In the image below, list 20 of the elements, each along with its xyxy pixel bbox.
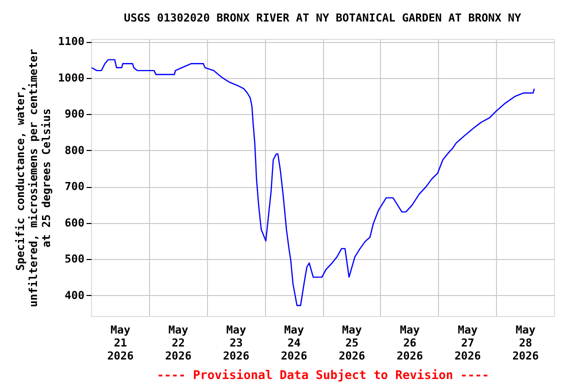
y-tick-label: 800 bbox=[64, 144, 84, 157]
x-tick-label: May 27 2026 bbox=[454, 324, 482, 362]
y-tick-label: 1000 bbox=[58, 71, 84, 84]
y-tick-label: 500 bbox=[64, 252, 84, 266]
y-tick-label: 900 bbox=[64, 108, 84, 121]
y-tick-label: 700 bbox=[64, 180, 84, 194]
x-tick-label: May 26 2026 bbox=[396, 324, 424, 362]
x-tick-label: May 28 2026 bbox=[512, 324, 540, 362]
chart-title: USGS 01302020 BRONX RIVER AT NY BOTANICAL GARDEN AT BRONX NY bbox=[124, 12, 522, 25]
x-tick-label: May 21 2026 bbox=[107, 324, 134, 362]
text: ---- Provisional Data Subject to Revision ---- bbox=[156, 368, 490, 382]
line-series bbox=[91, 59, 535, 306]
y-tick-label: 1100 bbox=[58, 35, 84, 48]
x-tick-label: May 22 2026 bbox=[165, 324, 192, 362]
x-tick-label: May 23 2026 bbox=[222, 324, 250, 362]
x-tick-label: May 25 2026 bbox=[338, 324, 366, 362]
x-tick-label: May 24 2026 bbox=[280, 324, 308, 362]
y-tick-label: 600 bbox=[64, 216, 84, 230]
y-tick-label: 400 bbox=[64, 288, 84, 302]
y-axis-title: Specific conductance, water, unfiltered, microsiemens per centimeter at 25 degrees Celsius bbox=[14, 48, 54, 308]
